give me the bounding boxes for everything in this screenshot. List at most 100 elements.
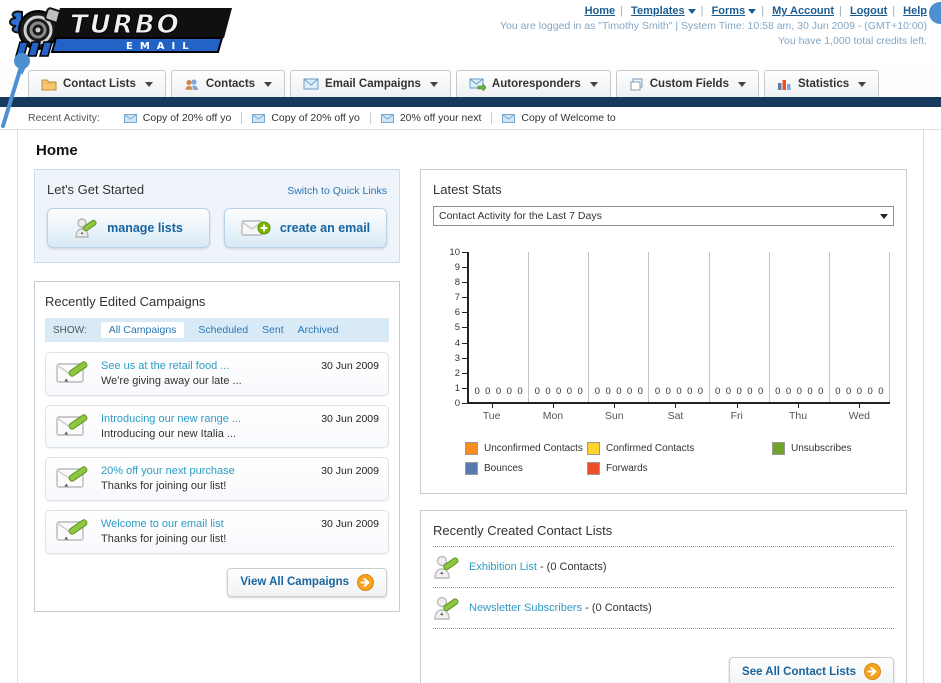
legend-swatch-icon: [587, 462, 600, 475]
create-email-label: create an email: [279, 221, 371, 235]
bar-value-label: 0: [577, 386, 583, 397]
campaign-title-link[interactable]: Welcome to our email list: [101, 518, 224, 531]
tab-custom-fields[interactable]: Custom Fields: [615, 70, 759, 97]
bar-value-label: 0: [725, 386, 732, 397]
y-tick-label: 5: [455, 322, 467, 333]
envelope-pencil-icon: [56, 466, 88, 489]
tab-label: Contact Lists: [63, 78, 136, 90]
y-tick-label: 8: [455, 277, 467, 288]
top-link-home[interactable]: Home: [584, 5, 616, 17]
header: TURBO EMAIL Home | Templates | Forms | My A…: [0, 0, 941, 66]
legend-item: Unconfirmed Contacts: [465, 442, 587, 455]
tab-statistics[interactable]: Statistics: [763, 70, 880, 97]
recent-activity-item[interactable]: 20% off your next: [371, 112, 493, 124]
contact-list-row[interactable]: Newsletter Subscribers - (0 Contacts): [433, 588, 894, 629]
contact-list-row[interactable]: Exhibition List - (0 Contacts): [433, 547, 894, 588]
bar-value-label: 0: [687, 386, 693, 397]
bar-value-label: 0: [556, 386, 562, 397]
bar-value-label: 0: [856, 386, 863, 397]
view-all-campaigns-button[interactable]: View All Campaigns: [227, 567, 387, 597]
manage-lists-button[interactable]: manage lists: [47, 208, 210, 248]
tab-contact-lists[interactable]: Contact Lists: [28, 70, 166, 97]
filter-all-campaigns[interactable]: All Campaigns: [100, 322, 185, 338]
campaign-title-link[interactable]: 20% off your next purchase: [101, 465, 235, 478]
filter-archived[interactable]: Archived: [297, 324, 339, 336]
x-tick-label: Mon: [522, 404, 583, 422]
y-tick-label: 3: [455, 353, 467, 364]
top-link-forms[interactable]: Forms: [712, 5, 757, 17]
bar-value-label: 0: [747, 386, 753, 397]
contact-list-link[interactable]: Exhibition List: [469, 561, 537, 573]
campaign-row[interactable]: Introducing our new range ... Introducin…: [45, 404, 389, 449]
credits-text: You have 1,000 total credits left.: [777, 35, 927, 47]
get-started-panel: Let's Get Started Switch to Quick Links …: [34, 169, 400, 263]
recent-item-label: Copy of 20% off yo: [142, 112, 232, 124]
help-bubble-icon[interactable]: [929, 2, 941, 24]
see-all-contact-lists-label: See All Contact Lists: [742, 665, 856, 678]
recent-activity-item[interactable]: Copy of 20% off yo: [114, 112, 243, 124]
bar-chart-icon: [777, 79, 791, 90]
chevron-down-icon: [858, 81, 867, 87]
arrow-right-icon: [864, 663, 881, 680]
app-logo: TURBO EMAIL: [8, 4, 236, 65]
chevron-down-icon: [737, 81, 746, 87]
tab-email-campaigns[interactable]: Email Campaigns: [290, 70, 451, 97]
bar-value-label: 0: [665, 386, 671, 397]
person-pencil-icon: [434, 555, 459, 579]
switch-quick-links-link[interactable]: Switch to Quick Links: [287, 185, 387, 197]
recent-campaigns-panel: Recently Edited Campaigns SHOW: All Camp…: [34, 281, 400, 612]
bar-value-label: 0: [807, 386, 813, 397]
envelope-icon: [502, 113, 516, 123]
get-started-title: Let's Get Started: [47, 182, 145, 197]
envelope-pencil-icon: [56, 519, 88, 541]
campaign-row[interactable]: Welcome to our email list Thanks for joi…: [45, 510, 389, 554]
view-all-campaigns-label: View All Campaigns: [240, 576, 349, 589]
campaign-title-link[interactable]: See us at the retail food ...: [101, 360, 230, 372]
top-link-my-account[interactable]: My Account: [772, 5, 835, 17]
page-title: Home: [36, 142, 78, 159]
bar-value-label: 0: [517, 386, 523, 397]
stats-period-select[interactable]: Contact Activity for the Last 7 Days: [433, 206, 894, 226]
recent-item-label: Copy of 20% off yo: [271, 112, 360, 124]
latest-stats-title: Latest Stats: [433, 182, 502, 197]
chart-x-labels: Tue Mon Sun Sat Fri Thu Wed: [461, 404, 890, 422]
x-tick-label: Sun: [584, 404, 645, 422]
pages-icon: [630, 78, 643, 90]
bar-value-label: 0: [495, 386, 502, 397]
tab-autoresponders[interactable]: Autoresponders: [455, 70, 611, 97]
main-nav-tabs: Contact Lists Contacts Email Campaigns A…: [0, 66, 941, 97]
top-link-logout[interactable]: Logout: [849, 5, 888, 17]
tab-label: Autoresponders: [491, 78, 581, 90]
logo-text-turbo: TURBO: [70, 10, 181, 40]
legend-label: Forwards: [606, 463, 648, 474]
header-right: Home | Templates | Forms | My Account | Logo…: [500, 5, 927, 47]
contact-list-link[interactable]: Newsletter Subscribers: [469, 602, 583, 614]
create-email-button[interactable]: create an email: [224, 208, 387, 248]
filter-sent[interactable]: Sent: [262, 324, 284, 336]
tab-contacts[interactable]: Contacts: [170, 70, 286, 97]
bar-value-label: 0: [594, 386, 601, 397]
envelope-icon: [252, 113, 266, 123]
recent-activity-item[interactable]: Copy of Welcome to: [492, 112, 625, 124]
tab-label: Statistics: [797, 78, 850, 90]
x-tick-label: Wed: [829, 404, 890, 422]
campaign-title-link[interactable]: Introducing our new range ...: [101, 412, 242, 425]
top-link-templates[interactable]: Templates: [631, 5, 696, 17]
campaign-row[interactable]: See us at the retail food ... We're givi…: [45, 352, 389, 396]
bar-value-label: 0: [676, 386, 682, 397]
contact-list-count: - (0 Contacts): [585, 602, 652, 614]
recent-activity-item[interactable]: Copy of 20% off yo: [242, 112, 371, 124]
filter-scheduled[interactable]: Scheduled: [198, 324, 249, 336]
bar-value-label: 0: [736, 386, 742, 397]
see-all-contact-lists-button[interactable]: See All Contact Lists: [729, 657, 894, 683]
contact-lists-list: Exhibition List - (0 Contacts) Newslette…: [433, 546, 894, 629]
campaign-row[interactable]: 20% off your next purchase Thanks for jo…: [45, 457, 389, 502]
top-link-help[interactable]: Help: [903, 5, 927, 17]
campaign-list: See us at the retail food ... We're givi…: [45, 352, 389, 554]
legend-label: Unsubscribes: [791, 443, 852, 454]
y-tick-label: 10: [449, 247, 467, 258]
stats-period-select-wrap: Contact Activity for the Last 7 Days: [433, 206, 894, 226]
